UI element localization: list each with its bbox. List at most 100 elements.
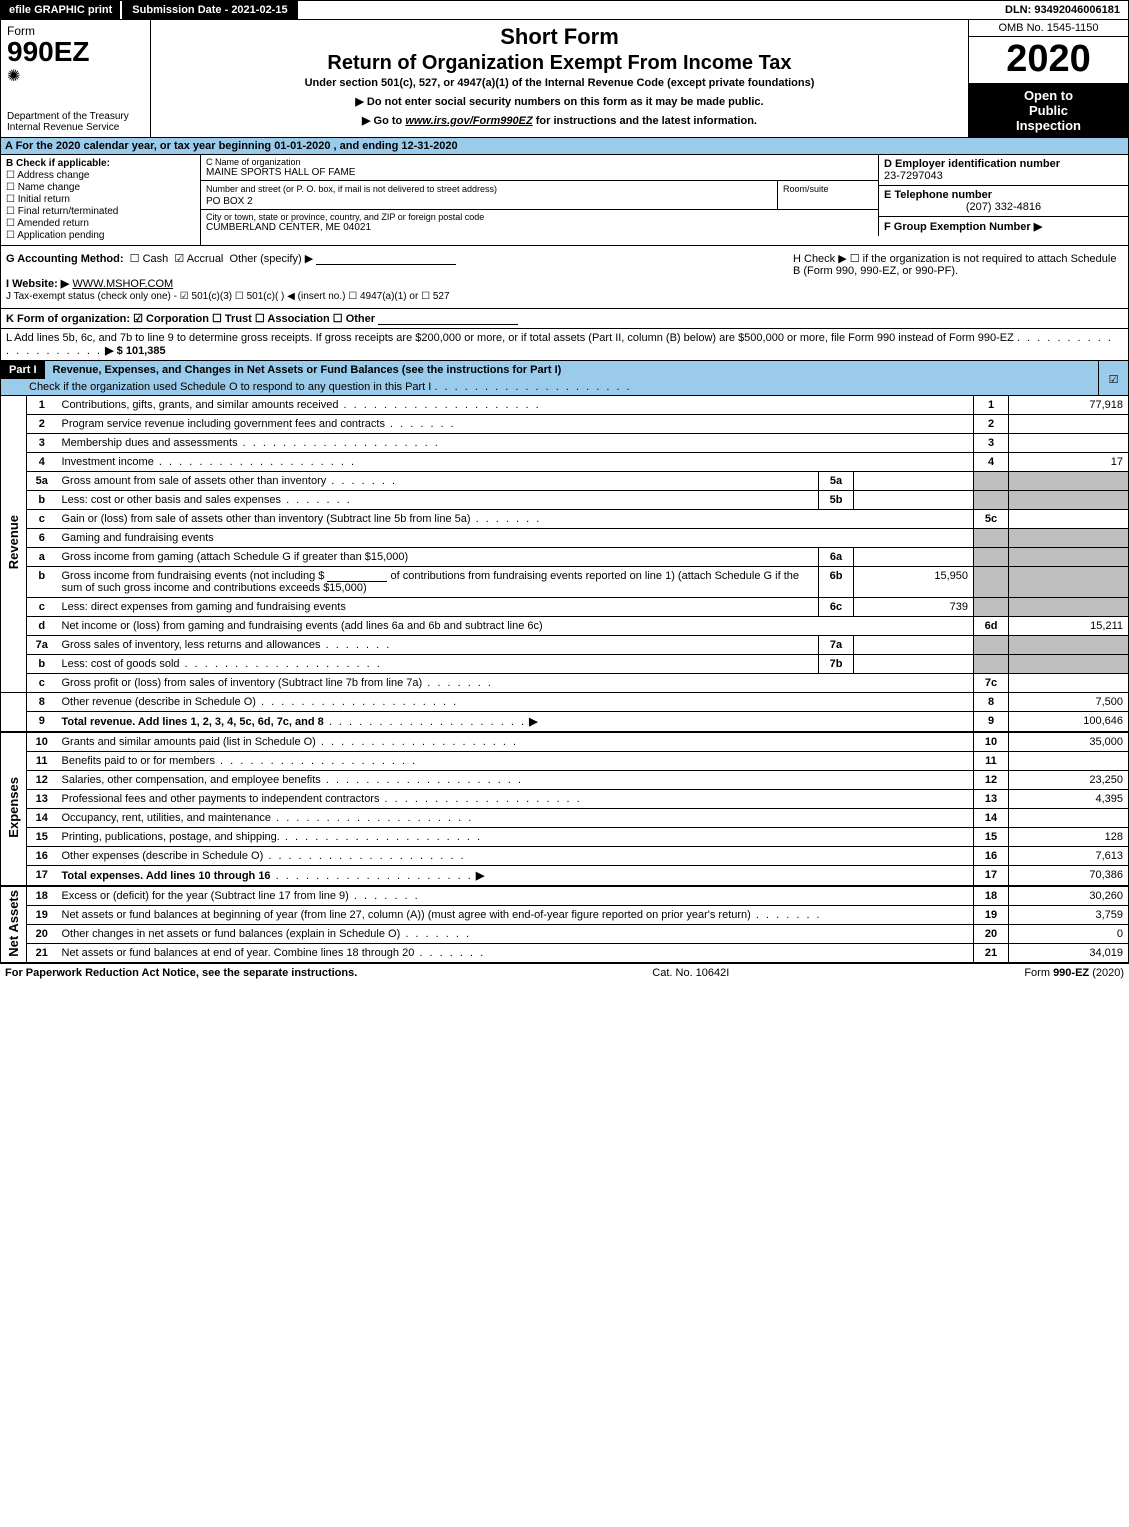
row-9: 9 Total revenue. Add lines 1, 2, 3, 4, 5… — [1, 711, 1129, 732]
open-line2: Public — [971, 103, 1126, 118]
chk-address-change[interactable]: Address change — [6, 170, 195, 181]
l12-desc: Salaries, other compensation, and employ… — [57, 770, 974, 789]
omb-number: OMB No. 1545-1150 — [969, 20, 1128, 37]
row-19: 19 Net assets or fund balances at beginn… — [1, 905, 1129, 924]
l18-desc: Excess or (deficit) for the year (Subtra… — [57, 886, 974, 906]
lines-g-h: G Accounting Method: ☐ Cash ☑ Accrual Ot… — [0, 246, 1129, 309]
l21-no: 21 — [27, 944, 57, 963]
chk-amended-return[interactable]: Amended return — [6, 218, 195, 229]
l16-amt: 7,613 — [1009, 846, 1129, 865]
row-17: 17 Total expenses. Add lines 10 through … — [1, 865, 1129, 886]
row-7b: b Less: cost of goods sold 7b — [1, 654, 1129, 673]
part1-title-cell: Part I Revenue, Expenses, and Changes in… — [1, 361, 1098, 395]
l5b-col-shaded — [974, 490, 1009, 509]
line-a-period: A For the 2020 calendar year, or tax yea… — [0, 138, 1129, 155]
row-6c: c Less: direct expenses from gaming and … — [1, 597, 1129, 616]
l16-col: 16 — [974, 846, 1009, 865]
open-to-public: Open to Public Inspection — [969, 84, 1128, 137]
line-k-other-input[interactable] — [378, 313, 518, 325]
l4-col: 4 — [974, 452, 1009, 471]
l6a-col-shaded — [974, 547, 1009, 566]
header-right: OMB No. 1545-1150 2020 Open to Public In… — [968, 20, 1128, 137]
under-section: Under section 501(c), 527, or 4947(a)(1)… — [157, 77, 962, 89]
l6b-blank[interactable] — [327, 570, 387, 582]
dept-irs: Internal Revenue Service — [7, 122, 119, 133]
l5a-no: 5a — [27, 471, 57, 490]
efile-print-button[interactable]: efile GRAPHIC print — [1, 1, 120, 19]
line-k-text: K Form of organization: ☑ Corporation ☐ … — [6, 313, 375, 325]
website-link[interactable]: WWW.MSHOF.COM — [72, 278, 173, 290]
submission-date: Submission Date - 2021-02-15 — [120, 1, 297, 19]
line-g: G Accounting Method: ☐ Cash ☑ Accrual Ot… — [6, 252, 793, 302]
street-row: Number and street (or P. O. box, if mail… — [201, 181, 878, 210]
row-13: 13 Professional fees and other payments … — [1, 789, 1129, 808]
l6b-sub: 6b — [819, 566, 854, 597]
l4-desc: Investment income — [57, 452, 974, 471]
chk-initial-return[interactable]: Initial return — [6, 194, 195, 205]
l15-amt: 128 — [1009, 827, 1129, 846]
l7b-subamt — [854, 654, 974, 673]
l21-desc: Net assets or fund balances at end of ye… — [57, 944, 974, 963]
chk-final-return[interactable]: Final return/terminated — [6, 206, 195, 217]
footer-left: For Paperwork Reduction Act Notice, see … — [5, 967, 357, 979]
row-21: 21 Net assets or fund balances at end of… — [1, 944, 1129, 963]
l13-no: 13 — [27, 789, 57, 808]
row-16: 16 Other expenses (describe in Schedule … — [1, 846, 1129, 865]
l8-no: 8 — [27, 692, 57, 711]
l6b-desc: Gross income from fundraising events (no… — [57, 566, 819, 597]
l6a-sub: 6a — [819, 547, 854, 566]
chk-application-pending[interactable]: Application pending — [6, 230, 195, 241]
open-line1: Open to — [971, 88, 1126, 103]
l6b-subamt: 15,950 — [854, 566, 974, 597]
l16-desc: Other expenses (describe in Schedule O) — [57, 846, 974, 865]
box-d-label: D Employer identification number — [884, 158, 1060, 170]
org-name-row: C Name of organization MAINE SPORTS HALL… — [201, 155, 878, 181]
l7c-col: 7c — [974, 673, 1009, 692]
line-h: H Check ▶ ☐ if the organization is not r… — [793, 252, 1123, 302]
row-6b: b Gross income from fundraising events (… — [1, 566, 1129, 597]
form-header: Form 990EZ ✺ Department of the Treasury … — [0, 20, 1129, 138]
l7c-desc: Gross profit or (loss) from sales of inv… — [57, 673, 974, 692]
l1-desc: Contributions, gifts, grants, and simila… — [57, 396, 974, 415]
part1-label: Part I — [1, 361, 45, 379]
l7a-no: 7a — [27, 635, 57, 654]
l7a-col-shaded — [974, 635, 1009, 654]
l3-col: 3 — [974, 433, 1009, 452]
part1-title: Revenue, Expenses, and Changes in Net As… — [45, 361, 570, 379]
header-left: Form 990EZ ✺ Department of the Treasury … — [1, 20, 151, 137]
l10-col: 10 — [974, 732, 1009, 752]
l20-col: 20 — [974, 924, 1009, 943]
l8-amt: 7,500 — [1009, 692, 1129, 711]
row-20: 20 Other changes in net assets or fund b… — [1, 924, 1129, 943]
l5b-subamt — [854, 490, 974, 509]
row-3: 3 Membership dues and assessments 3 — [1, 433, 1129, 452]
chk-cash[interactable]: ☐ Cash — [130, 253, 169, 265]
l6-desc: Gaming and fundraising events — [57, 528, 974, 547]
l5c-desc: Gain or (loss) from sale of assets other… — [57, 509, 974, 528]
other-specify-input[interactable] — [316, 253, 456, 265]
l6b-col-shaded — [974, 566, 1009, 597]
irs-link[interactable]: www.irs.gov/Form990EZ — [405, 115, 532, 127]
l6c-amt-shaded — [1009, 597, 1129, 616]
chk-accrual[interactable]: ☑ Accrual — [174, 253, 223, 265]
l5c-amt — [1009, 509, 1129, 528]
l7b-col-shaded — [974, 654, 1009, 673]
l6c-sub: 6c — [819, 597, 854, 616]
part1-checkbox[interactable]: ☑ — [1098, 361, 1128, 395]
entity-block: B Check if applicable: Address change Na… — [0, 155, 1129, 246]
l6b-amt-shaded — [1009, 566, 1129, 597]
row-18: Net Assets 18 Excess or (deficit) for th… — [1, 886, 1129, 906]
goto-pre: ▶ Go to — [362, 115, 405, 127]
l17-no: 17 — [27, 865, 57, 886]
l6c-no: c — [27, 597, 57, 616]
chk-name-change[interactable]: Name change — [6, 182, 195, 193]
l13-desc: Professional fees and other payments to … — [57, 789, 974, 808]
l21-amt: 34,019 — [1009, 944, 1129, 963]
l9-col: 9 — [974, 711, 1009, 732]
l7b-desc: Less: cost of goods sold — [57, 654, 819, 673]
l10-amt: 35,000 — [1009, 732, 1129, 752]
department-label: Department of the Treasury Internal Reve… — [7, 111, 144, 133]
row-5b: b Less: cost or other basis and sales ex… — [1, 490, 1129, 509]
dln: DLN: 93492046006181 — [997, 1, 1128, 19]
l17-amt: 70,386 — [1009, 865, 1129, 886]
